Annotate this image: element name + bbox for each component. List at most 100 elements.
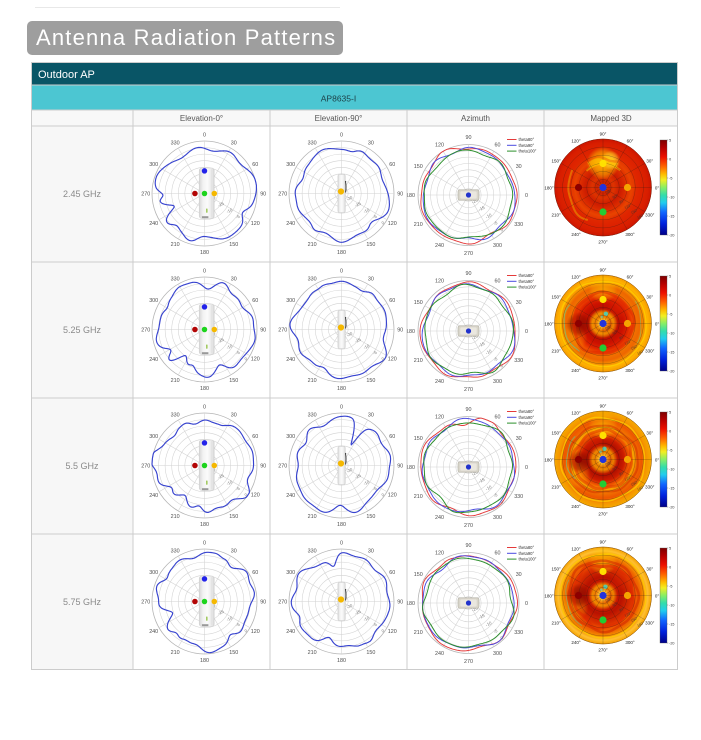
svg-text:300: 300 [286,298,295,304]
svg-text:theta100°: theta100° [519,149,537,154]
svg-text:180: 180 [406,601,415,607]
svg-text:-20: -20 [346,331,354,338]
svg-text:150: 150 [366,378,375,384]
svg-text:270: 270 [464,251,473,257]
svg-text:60: 60 [495,551,501,557]
svg-text:210°: 210° [552,484,562,489]
svg-text:120: 120 [251,357,260,363]
svg-text:30: 30 [231,141,237,147]
svg-text:-5: -5 [372,622,378,628]
svg-text:330: 330 [308,413,317,419]
svg-text:0: 0 [669,293,671,297]
svg-text:90°: 90° [618,606,625,612]
svg-text:120: 120 [435,415,444,421]
svg-text:210: 210 [414,358,423,364]
svg-text:-15: -15 [478,205,486,212]
svg-text:-15: -15 [354,473,362,480]
svg-text:150: 150 [229,650,238,656]
svg-text:270: 270 [141,191,150,197]
svg-text:0: 0 [500,227,505,233]
svg-text:30: 30 [368,413,374,419]
svg-text:180: 180 [337,386,346,392]
svg-text:0: 0 [244,220,249,226]
svg-text:60°: 60° [627,275,634,280]
svg-text:0: 0 [244,492,249,498]
svg-text:240°: 240° [571,232,581,237]
svg-text:330: 330 [308,141,317,147]
svg-text:240: 240 [286,493,295,499]
svg-text:-15: -15 [669,622,674,626]
svg-text:60: 60 [252,434,258,440]
svg-text:0: 0 [203,541,206,547]
svg-text:2.45 GHz: 2.45 GHz [63,189,102,199]
svg-text:-15: -15 [354,337,362,344]
svg-text:240: 240 [286,221,295,227]
svg-text:120°: 120° [624,475,633,482]
svg-text:-10: -10 [363,615,371,622]
svg-text:240: 240 [435,243,444,249]
svg-text:60: 60 [252,298,258,304]
svg-text:-10: -10 [363,207,371,214]
svg-text:30°: 30° [606,324,613,330]
svg-text:0: 0 [381,628,386,634]
svg-text:5: 5 [669,138,671,142]
svg-text:150: 150 [366,242,375,248]
svg-text:-15: -15 [669,486,674,490]
svg-text:-5: -5 [372,214,378,220]
svg-text:-10: -10 [669,331,674,335]
svg-text:0: 0 [244,356,249,362]
svg-text:30°: 30° [646,566,653,571]
svg-text:theta90°: theta90° [519,279,535,284]
svg-text:30°: 30° [646,158,653,163]
svg-text:-15: -15 [217,609,225,616]
svg-text:-5: -5 [235,350,241,356]
svg-text:90: 90 [397,327,403,333]
svg-text:210: 210 [171,650,180,656]
svg-text:0: 0 [525,465,528,471]
svg-text:-5: -5 [669,176,672,180]
svg-text:30°: 30° [606,188,613,194]
svg-text:-5: -5 [235,622,241,628]
svg-text:Elevation-0°: Elevation-0° [180,114,223,123]
svg-text:180: 180 [200,250,209,256]
svg-text:-20: -20 [346,467,354,474]
svg-text:30: 30 [516,300,522,306]
svg-text:300: 300 [149,434,158,440]
svg-text:60: 60 [252,570,258,576]
svg-text:-20: -20 [346,195,354,202]
svg-text:60°: 60° [627,411,634,416]
svg-text:300: 300 [493,243,502,249]
svg-text:5.25 GHz: 5.25 GHz [63,325,102,335]
svg-text:30°: 30° [606,460,613,466]
svg-text:120°: 120° [571,139,581,144]
svg-text:-10: -10 [485,620,493,627]
svg-text:theta100°: theta100° [519,421,537,426]
svg-text:60°: 60° [612,601,619,607]
svg-text:330: 330 [171,141,180,147]
svg-text:180°: 180° [637,213,646,220]
svg-text:210: 210 [171,378,180,384]
svg-text:120: 120 [388,357,397,363]
svg-text:120°: 120° [571,275,581,280]
svg-text:30: 30 [231,413,237,419]
svg-text:-10: -10 [226,207,234,214]
svg-text:120°: 120° [624,203,633,210]
svg-text:0: 0 [381,492,386,498]
svg-text:210°: 210° [552,620,562,625]
svg-text:Elevation-90°: Elevation-90° [315,114,363,123]
svg-text:0: 0 [340,405,343,411]
svg-text:120°: 120° [571,547,581,552]
svg-text:-20: -20 [669,641,674,645]
svg-text:330°: 330° [645,484,655,489]
svg-text:-15: -15 [217,337,225,344]
svg-text:270°: 270° [598,511,608,516]
svg-text:0: 0 [340,269,343,275]
svg-text:90: 90 [397,463,403,469]
svg-text:theta100°: theta100° [519,557,537,562]
svg-text:180: 180 [200,658,209,664]
svg-text:-5: -5 [669,584,672,588]
svg-text:0°: 0° [655,457,660,462]
svg-text:-15: -15 [478,477,486,484]
svg-text:5.5 GHz: 5.5 GHz [65,461,99,471]
svg-text:240: 240 [149,629,158,635]
